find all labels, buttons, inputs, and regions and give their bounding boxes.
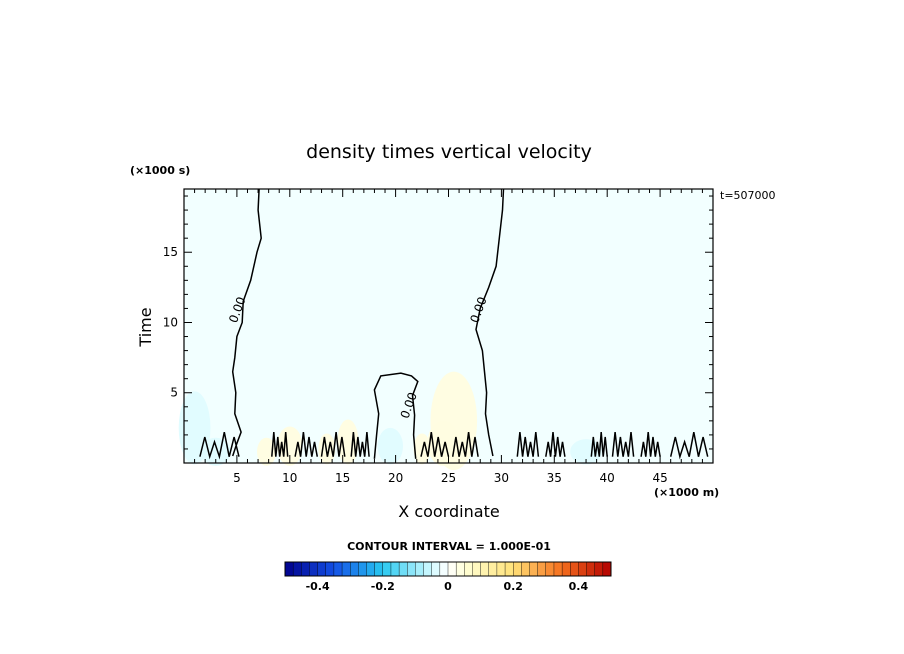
colorbar-cell xyxy=(464,561,473,577)
field-patches xyxy=(178,371,602,471)
axis-ticks xyxy=(184,189,713,463)
x-axis-label: X coordinate xyxy=(398,502,499,521)
colorbar-cell xyxy=(301,561,310,577)
colorbar-tick-label: 0 xyxy=(444,580,452,593)
x-tick-label: 20 xyxy=(388,471,403,485)
colorbar-cell xyxy=(472,561,482,577)
contour-small-1 xyxy=(271,432,289,457)
contour-small-0 xyxy=(199,431,240,460)
colorbar-cell xyxy=(439,561,449,577)
x-tick-label: 30 xyxy=(494,471,509,485)
colorbar-cell xyxy=(594,561,604,577)
colorbar-cell xyxy=(309,561,319,577)
time-stamp: t=507000 xyxy=(720,189,776,202)
colorbar-cell xyxy=(488,561,498,577)
colorbar-cell xyxy=(407,561,416,577)
contour-zero-right xyxy=(475,188,505,457)
x-tick-label: 35 xyxy=(547,471,562,485)
contour-small-4 xyxy=(350,432,370,457)
x-axis-unit: (×1000 m) xyxy=(654,486,719,499)
contour-zero-center xyxy=(373,372,419,459)
y-axis-label: Time xyxy=(136,307,155,347)
colorbar-cell xyxy=(561,561,571,577)
colorbar-cell xyxy=(284,561,294,577)
colorbar-cell xyxy=(333,561,343,577)
colorbar-cell xyxy=(431,561,441,577)
colorbar-cell xyxy=(366,561,376,577)
colorbar-cell xyxy=(521,561,530,577)
x-tick-label: 10 xyxy=(282,471,297,485)
contour-small-7 xyxy=(516,432,540,457)
contour-small-10 xyxy=(611,432,635,457)
colorbar-cell xyxy=(529,561,539,577)
x-tick-labels: 5 10 15 20 25 30 35 40 45 xyxy=(233,471,668,485)
colorbar-cell xyxy=(317,561,327,577)
field-patch-3 xyxy=(337,419,359,465)
colorbar-cell xyxy=(447,561,457,577)
colorbar-cell xyxy=(358,561,368,577)
contour-small-3 xyxy=(320,432,346,457)
field-patch-8 xyxy=(377,427,404,465)
colorbar-cell xyxy=(350,561,359,577)
colorbar-frame xyxy=(284,561,612,577)
contour-small-8 xyxy=(545,432,566,457)
x-tick-label: 45 xyxy=(652,471,667,485)
colorbar-cell xyxy=(398,561,408,577)
colorbar-cell xyxy=(586,561,596,577)
colorbar-cell xyxy=(292,561,302,577)
colorbar-cell xyxy=(455,561,465,577)
colorbar-cell xyxy=(325,561,335,577)
colorbar-tick-label: -0.2 xyxy=(371,580,395,593)
contour-interval-text: CONTOUR INTERVAL = 1.000E-01 xyxy=(347,540,551,553)
y-tick-labels: 5 10 15 xyxy=(163,245,178,400)
contour-small-6 xyxy=(451,432,479,457)
x-tick-label: 25 xyxy=(441,471,456,485)
colorbar-cell xyxy=(570,561,579,577)
x-tick-label: 15 xyxy=(335,471,350,485)
colorbar-cell xyxy=(537,561,547,577)
colorbar-cell xyxy=(423,561,433,577)
colorbar-tick-label: 0.2 xyxy=(503,580,523,593)
colorbar-cell xyxy=(374,561,384,577)
colorbar-cell xyxy=(602,561,612,577)
colorbar-cell xyxy=(513,561,522,577)
y-tick-label: 5 xyxy=(170,386,178,400)
field-patch-6 xyxy=(257,437,277,466)
colorbar-tick-label: -0.4 xyxy=(306,580,330,593)
y-tick-label: 15 xyxy=(163,245,178,259)
field-patch-9 xyxy=(200,437,231,466)
colorbar-cell xyxy=(480,561,490,577)
colorbar-cell xyxy=(415,561,425,577)
colorbar-cell xyxy=(390,561,400,577)
colorbar-tick-label: 0.4 xyxy=(569,580,589,593)
chart-title: density times vertical velocity xyxy=(306,141,592,163)
colorbar-cell xyxy=(504,561,514,577)
colorbar-cell xyxy=(578,561,588,577)
colorbar-tick-labels: -0.4 -0.2 0 0.2 0.4 xyxy=(306,580,589,593)
contour-zero-left xyxy=(231,188,262,457)
colorbar-cell xyxy=(545,561,555,577)
contour-small-12 xyxy=(669,431,709,460)
contour-small-11 xyxy=(640,432,661,457)
colorbar-cell xyxy=(341,561,351,577)
colorbar-cell xyxy=(553,561,563,577)
colorbar xyxy=(284,561,612,577)
y-tick-label: 10 xyxy=(163,315,178,329)
contour-small-5 xyxy=(420,431,450,457)
x-tick-label: 40 xyxy=(600,471,615,485)
contour-lines xyxy=(199,188,709,460)
x-tick-label: 5 xyxy=(233,471,241,485)
contour-small-9 xyxy=(590,432,608,457)
y-axis-unit: (×1000 s) xyxy=(130,164,190,177)
contour-small-2 xyxy=(294,432,319,457)
colorbar-cell xyxy=(382,561,392,577)
colorbar-cell xyxy=(496,561,506,577)
